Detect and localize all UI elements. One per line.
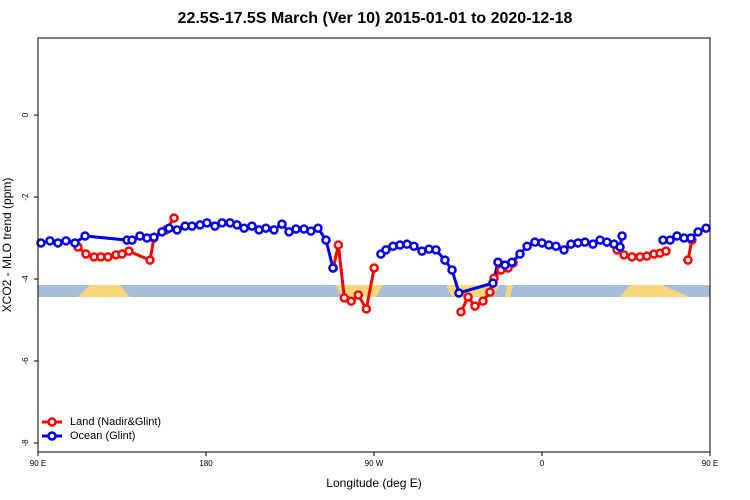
data-point bbox=[515, 249, 525, 259]
data-point bbox=[615, 242, 625, 252]
x-tick-label: 180 bbox=[199, 459, 213, 468]
data-point bbox=[187, 221, 197, 231]
data-point bbox=[81, 249, 91, 259]
x-axis-label: Longitude (deg E) bbox=[326, 476, 421, 490]
data-point bbox=[661, 246, 671, 256]
data-point bbox=[291, 224, 301, 234]
x-tick-label: 90 E bbox=[702, 459, 718, 468]
data-point bbox=[36, 238, 46, 248]
legend-label: Land (Nadir&Glint) bbox=[70, 416, 161, 428]
data-point bbox=[588, 239, 598, 249]
data-point bbox=[328, 263, 338, 273]
data-point bbox=[149, 232, 159, 242]
y-tick-label: -2 bbox=[21, 193, 30, 201]
data-point bbox=[80, 231, 90, 241]
data-point bbox=[551, 241, 561, 251]
legend-marker bbox=[47, 417, 57, 427]
data-point bbox=[217, 218, 227, 228]
data-point bbox=[157, 227, 167, 237]
data-point bbox=[103, 252, 113, 262]
data-point bbox=[70, 238, 80, 248]
data-point bbox=[522, 241, 532, 251]
legend-marker bbox=[47, 431, 57, 441]
y-tick-label: -6 bbox=[21, 357, 30, 365]
data-point bbox=[617, 231, 627, 241]
data-point bbox=[232, 220, 242, 230]
data-point bbox=[619, 250, 629, 260]
land-patch bbox=[505, 285, 513, 297]
data-point bbox=[277, 219, 287, 229]
legend-label: Ocean (Glint) bbox=[70, 430, 135, 442]
data-point bbox=[627, 252, 637, 262]
data-point bbox=[346, 296, 356, 306]
data-point bbox=[202, 218, 212, 228]
data-point bbox=[470, 301, 480, 311]
plot-area bbox=[36, 213, 711, 317]
x-tick-label: 90 E bbox=[30, 459, 46, 468]
data-point bbox=[210, 221, 220, 231]
data-point bbox=[478, 296, 488, 306]
data-point bbox=[247, 221, 257, 231]
data-point bbox=[454, 288, 464, 298]
data-point bbox=[580, 237, 590, 247]
data-point bbox=[124, 246, 134, 256]
x-tick-label: 90 W bbox=[365, 459, 384, 468]
data-point bbox=[361, 304, 372, 314]
data-point bbox=[456, 307, 466, 317]
chart-title: 22.5S-17.5S March (Ver 10) 2015-01-01 to… bbox=[178, 10, 573, 27]
data-point bbox=[321, 235, 331, 245]
x-tick-label: 0 bbox=[540, 459, 545, 468]
data-point bbox=[169, 213, 179, 223]
data-point bbox=[381, 245, 391, 255]
land-patch bbox=[78, 285, 130, 297]
data-point bbox=[683, 255, 693, 265]
data-point bbox=[172, 225, 182, 235]
data-point bbox=[566, 239, 576, 249]
y-axis-label: XCO2 - MLO trend (ppm) bbox=[0, 178, 14, 313]
data-point bbox=[488, 278, 498, 288]
y-tick-label: -8 bbox=[21, 439, 30, 447]
data-point bbox=[544, 240, 554, 250]
data-point bbox=[127, 235, 137, 245]
data-point bbox=[693, 227, 703, 237]
data-point bbox=[686, 233, 696, 243]
data-point bbox=[269, 225, 279, 235]
data-point bbox=[485, 287, 495, 297]
data-point bbox=[431, 245, 441, 255]
data-point bbox=[61, 236, 71, 246]
data-point bbox=[53, 238, 63, 248]
land-patch bbox=[620, 285, 690, 297]
data-point bbox=[333, 240, 344, 250]
data-point bbox=[145, 255, 155, 265]
data-point bbox=[239, 223, 249, 233]
data-point bbox=[559, 245, 569, 255]
data-point bbox=[447, 265, 457, 275]
data-point bbox=[353, 290, 364, 300]
data-point bbox=[45, 236, 55, 246]
data-point bbox=[261, 223, 271, 233]
data-point bbox=[701, 223, 711, 233]
data-point bbox=[463, 292, 473, 302]
land-mask bbox=[38, 285, 710, 297]
data-point bbox=[409, 241, 419, 251]
data-point bbox=[313, 223, 323, 233]
data-point bbox=[369, 263, 379, 273]
data-point bbox=[440, 255, 450, 265]
data-point bbox=[164, 223, 174, 233]
data-point bbox=[507, 257, 517, 267]
y-tick-label: 0 bbox=[21, 112, 30, 117]
y-tick-label: -4 bbox=[21, 275, 30, 283]
data-point bbox=[665, 235, 675, 245]
